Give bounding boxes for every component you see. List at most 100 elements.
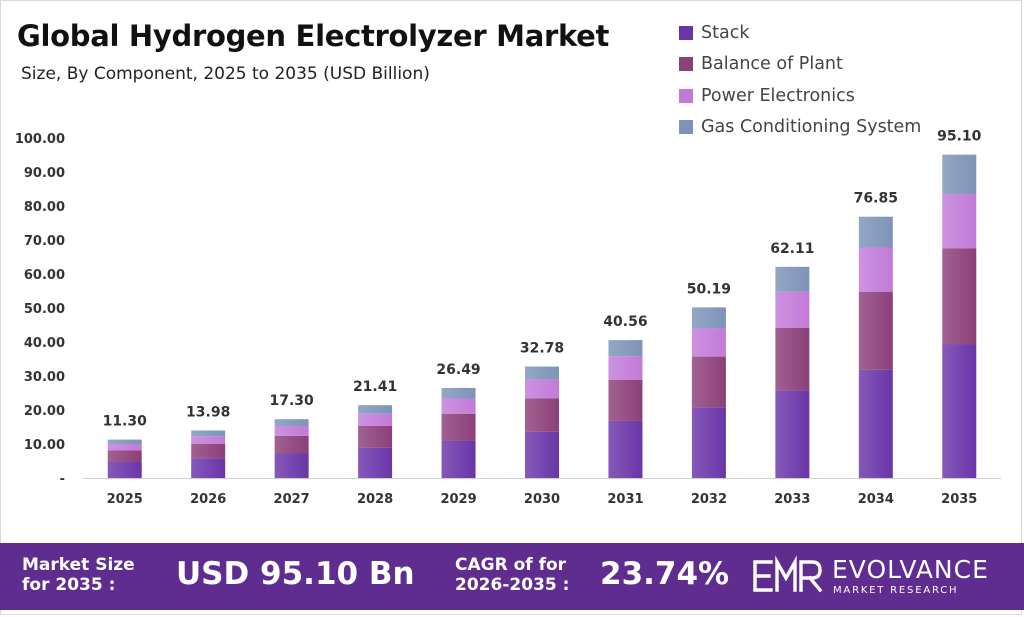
bar-segment-power-electronics [525,379,559,399]
bar-segment-balance-of-plant [775,327,810,391]
bar-segment-gas-conditioning [608,340,643,357]
legend-swatch-balance-of-plant [679,57,693,72]
y-tick-label: 70.00 [24,234,65,249]
bar-segment-power-electronics [608,356,643,380]
x-tick-label: 2034 [858,492,894,507]
x-tick-label: 2035 [941,492,977,507]
bar-segment-stack [191,458,226,478]
y-tick-label: 10.00 [24,438,65,453]
total-labels: 11.30 13.98 17.30 21.41 26.49 32.78 40.56 50.19… [103,129,982,430]
bar-segment-stack [274,453,309,478]
y-tick-label: - [60,472,65,487]
x-tick-label: 2026 [190,492,226,507]
bar-total-label: 95.10 [937,129,982,145]
market-size-label-line2: for 2035 : [22,575,116,595]
bar-total-label: 62.11 [770,241,814,257]
x-tick-label: 2029 [440,492,476,507]
bar-segment-power-electronics [858,247,893,293]
brand-name: EVOLVANCE [832,555,989,584]
bar-segment-stack [691,407,726,478]
x-tick-label: 2030 [524,492,560,507]
bar-segment-balance-of-plant [942,248,977,345]
bar-total-label: 17.30 [269,393,314,409]
bar-segment-power-electronics [107,444,142,451]
brand-subtitle: MARKET RESEARCH [833,585,959,596]
bar-segment-balance-of-plant [274,435,309,454]
cagr-label-line1: CAGR of for [455,555,567,575]
bar-segment-stack [107,462,142,478]
stacked-bar-chart: - 10.00 20.00 30.00 40.00 50.00 60.00 70.00 80.0… [15,129,1001,507]
y-tick-label: 60.00 [24,268,65,283]
bar-total-label: 50.19 [687,281,731,297]
bar-segment-gas-conditioning [858,216,893,248]
bars [107,154,977,478]
cagr-value: 23.74% [600,556,730,592]
y-tick-label: 80.00 [24,200,65,215]
x-tick-label: 2032 [691,492,727,507]
bar-segment-balance-of-plant [608,379,643,421]
x-tick-label: 2033 [774,492,810,507]
bar-segment-gas-conditioning [942,154,977,195]
x-tick-label: 2027 [274,492,310,507]
bar-segment-gas-conditioning [274,419,309,426]
footer-banner: Market Size for 2035 : USD 95.10 Bn CAGR… [0,543,1024,610]
bar-total-label: 26.49 [436,362,480,378]
bar-segment-stack [942,344,977,478]
bar-segment-power-electronics [441,398,476,414]
legend-label: Gas Conditioning System [701,117,922,138]
bar-segment-stack [858,369,893,478]
y-tick-label: 20.00 [24,404,65,419]
y-tick-label: 30.00 [24,370,65,385]
bar-segment-balance-of-plant [525,398,559,432]
market-size-value: USD 95.10 Bn [176,556,415,592]
bar-segment-power-electronics [191,436,226,444]
bar-segment-stack [441,440,476,478]
bar-segment-power-electronics [358,413,393,426]
legend-label: Stack [701,22,750,43]
bar-segment-gas-conditioning [191,430,226,437]
legend-item-balance-of-plant: Balance of Plant [679,49,921,81]
legend-swatch-gas-conditioning [679,120,693,135]
bar-segment-balance-of-plant [858,292,893,370]
bar-segment-gas-conditioning [358,405,393,414]
market-size-label: Market Size for 2035 : [22,555,135,595]
cagr-label: CAGR of for 2026-2035 : [455,555,569,595]
bar-segment-power-electronics [691,328,726,357]
legend-swatch-stack [679,25,693,40]
bar-segment-balance-of-plant [441,413,476,441]
y-tick-label: 40.00 [24,336,65,351]
cagr-label-line2: 2026-2035 : [455,575,570,595]
bar-segment-gas-conditioning [691,307,726,329]
y-tick-label: 90.00 [24,166,65,181]
x-tick-label: 2031 [607,492,643,507]
x-axis: 2025 2026 2027 2028 2029 2030 2031 2032 2033 2034… [107,492,978,507]
bar-segment-gas-conditioning [525,366,559,380]
market-size-label-line1: Market Size [22,555,135,575]
bar-segment-stack [358,447,393,478]
legend-label: Balance of Plant [701,54,843,75]
legend-item-stack: Stack [679,17,921,49]
bar-segment-balance-of-plant [191,444,226,459]
chart-title: Global Hydrogen Electrolyzer Market [17,19,610,53]
bar-segment-gas-conditioning [441,387,476,399]
bar-total-label: 21.41 [353,379,397,395]
legend-item-power-electronics: Power Electronics [679,80,921,112]
legend-label: Power Electronics [701,85,855,106]
bar-segment-power-electronics [274,425,309,436]
x-tick-label: 2025 [107,492,143,507]
bar-segment-gas-conditioning [107,439,142,444]
bar-segment-balance-of-plant [107,450,142,463]
y-axis: - 10.00 20.00 30.00 40.00 50.00 60.00 70.00 80.0… [15,132,1001,487]
bar-total-label: 32.78 [520,341,564,357]
bar-segment-stack [775,390,810,478]
bar-segment-power-electronics [775,291,810,328]
y-tick-label: 100.00 [15,132,65,147]
evolvance-logo-icon [753,555,823,593]
y-tick-label: 50.00 [24,302,65,317]
bar-total-label: 13.98 [186,404,230,420]
x-tick-label: 2028 [357,492,393,507]
legend: Stack Balance of Plant Power Electronics… [679,17,921,143]
chart-subtitle: Size, By Component, 2025 to 2035 (USD Bi… [21,64,430,84]
bar-total-label: 40.56 [603,314,647,330]
bar-segment-stack [608,420,643,478]
